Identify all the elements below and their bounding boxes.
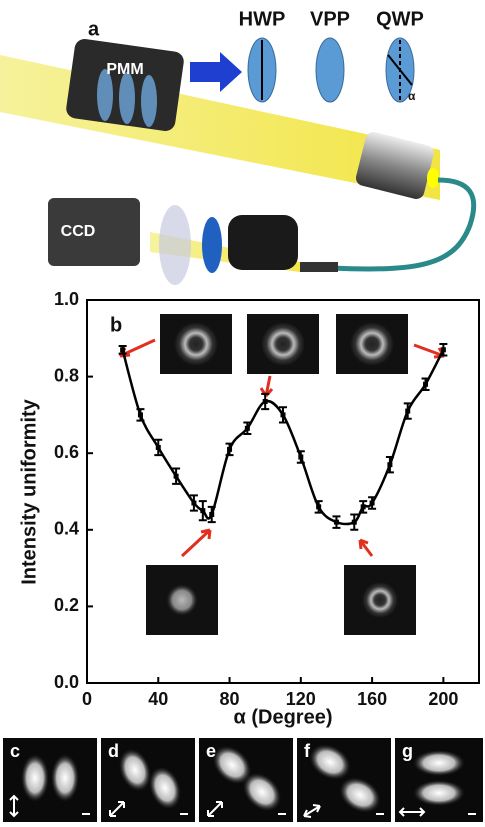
panel-label: c: [10, 741, 20, 761]
marker: [316, 504, 321, 509]
panel-label: g: [402, 741, 413, 761]
marker: [405, 409, 410, 414]
marker: [423, 382, 428, 387]
y-tick-label: 0.2: [54, 595, 79, 615]
marker: [361, 504, 366, 509]
marker: [298, 455, 303, 460]
marker: [209, 512, 214, 517]
marker: [370, 500, 375, 505]
diagram-label: CCD: [61, 223, 96, 240]
y-tick-label: 0.0: [54, 672, 79, 692]
marker: [352, 520, 357, 525]
marker: [441, 347, 446, 352]
figure: a PMM HWP VPP QWP α CCD b α (Degree) Int…: [0, 0, 485, 827]
x-tick-label: 200: [428, 689, 458, 709]
panel-label: b: [110, 314, 122, 336]
marker: [156, 445, 161, 450]
x-tick-label: 80: [220, 689, 240, 709]
y-tick-label: 1.0: [54, 289, 79, 309]
marker: [281, 412, 286, 417]
x-tick-label: 160: [357, 689, 387, 709]
setup-diagram: [0, 38, 474, 285]
marker: [174, 474, 179, 479]
y-tick-label: 0.6: [54, 442, 79, 462]
x-axis-label: α (Degree): [234, 706, 333, 728]
diagram-label: VPP: [310, 8, 350, 30]
diagram-label: HWP: [239, 8, 286, 30]
panel-label: d: [108, 741, 119, 761]
x-tick-label: 40: [148, 689, 168, 709]
insets: [146, 314, 416, 635]
marker: [200, 508, 205, 513]
x-tick-label: 0: [82, 689, 92, 709]
diagram-label: QWP: [376, 8, 424, 30]
y-axis-label: Intensity uniformity: [18, 398, 40, 584]
marker: [245, 426, 250, 431]
fit-curve: [123, 350, 444, 524]
panel-label: e: [206, 741, 216, 761]
diagram-label: PMM: [106, 61, 143, 78]
panel-label: f: [304, 741, 311, 761]
y-tick-label: 0.4: [54, 519, 79, 539]
marker: [334, 520, 339, 525]
marker: [138, 412, 143, 417]
y-tick-label: 0.8: [54, 365, 79, 385]
marker: [227, 447, 232, 452]
marker: [120, 347, 125, 352]
marker: [387, 462, 392, 467]
x-tick-label: 120: [286, 689, 316, 709]
panel-label: a: [88, 18, 100, 40]
marker: [263, 399, 268, 404]
diagram-label: α: [408, 89, 416, 103]
marker: [191, 500, 196, 505]
